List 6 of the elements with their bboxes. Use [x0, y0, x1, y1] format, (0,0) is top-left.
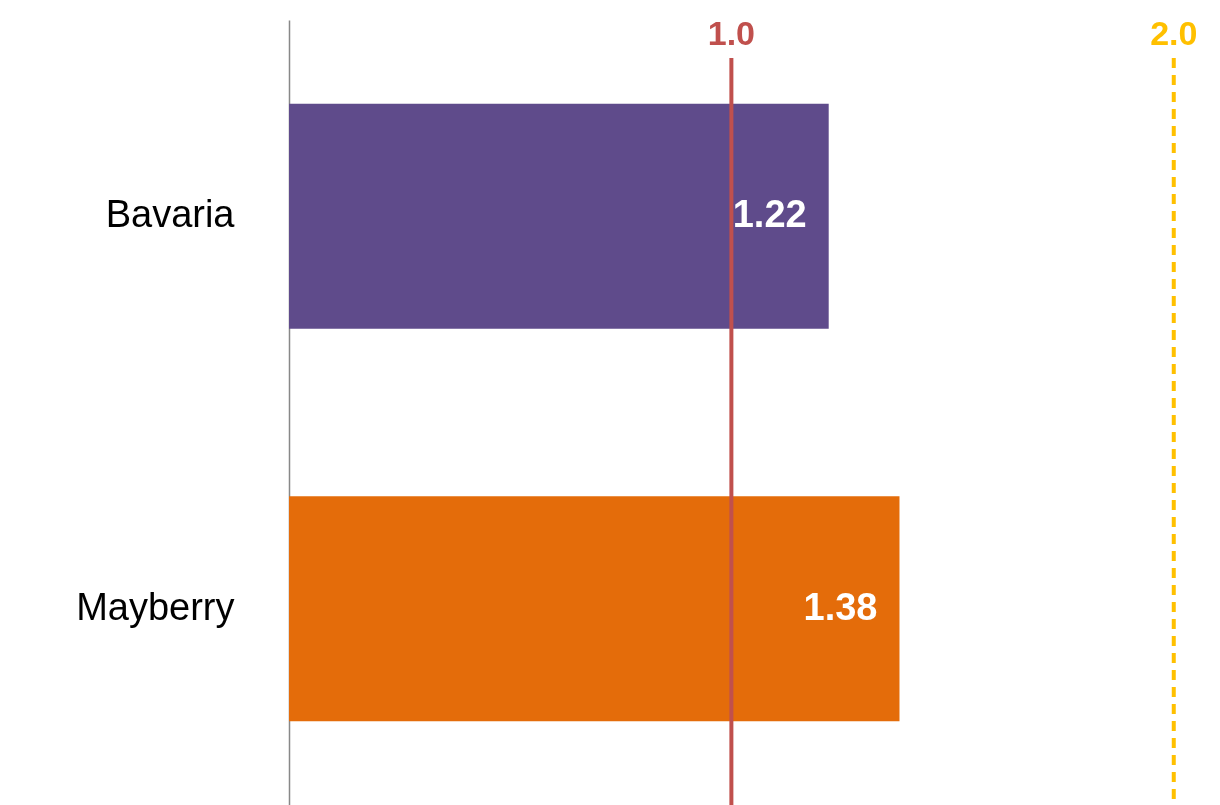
y-tick-label: Mayberry	[76, 585, 235, 628]
y-tick-label: Bavaria	[105, 193, 236, 236]
data-label: 1.22	[732, 193, 807, 236]
ref-line-label: 2.0	[1150, 14, 1198, 52]
ref-line-label: 1.0	[707, 14, 756, 52]
data-label: 1.38	[803, 585, 878, 628]
